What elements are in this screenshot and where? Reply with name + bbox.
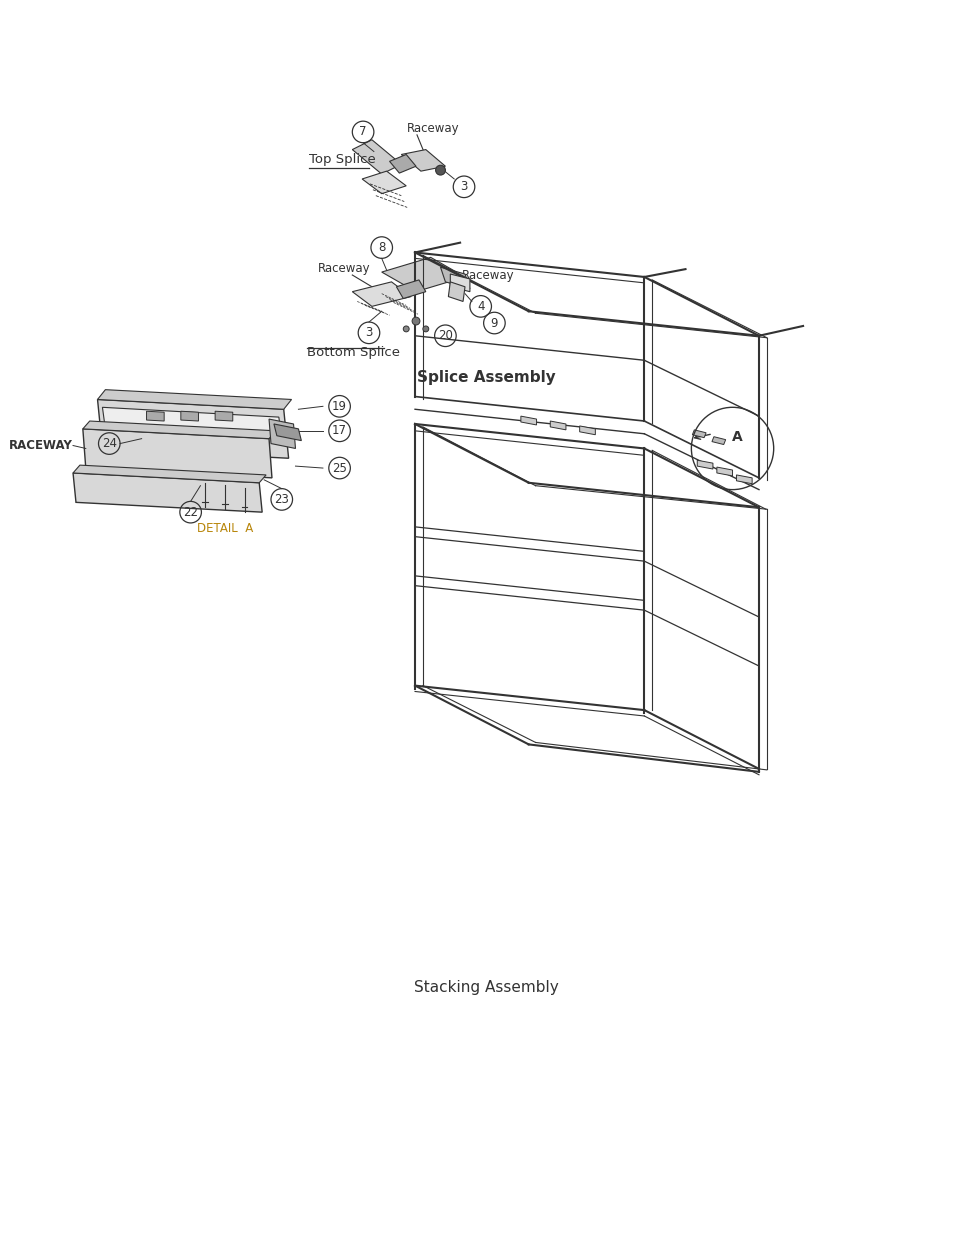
- Polygon shape: [520, 416, 536, 425]
- Text: Stacking Assembly: Stacking Assembly: [414, 979, 558, 994]
- Text: 8: 8: [377, 241, 385, 254]
- Polygon shape: [736, 475, 751, 484]
- Polygon shape: [83, 421, 275, 438]
- Polygon shape: [716, 467, 732, 475]
- Circle shape: [403, 326, 409, 332]
- Polygon shape: [147, 411, 164, 421]
- Polygon shape: [215, 411, 233, 421]
- Polygon shape: [181, 411, 198, 421]
- Text: Raceway: Raceway: [461, 269, 515, 282]
- Polygon shape: [362, 172, 406, 194]
- Polygon shape: [83, 429, 272, 478]
- Polygon shape: [579, 426, 595, 435]
- Text: Splice Assembly: Splice Assembly: [416, 370, 556, 385]
- Text: A: A: [731, 430, 742, 443]
- Polygon shape: [73, 466, 266, 483]
- Polygon shape: [352, 282, 411, 306]
- Text: Raceway: Raceway: [317, 262, 371, 275]
- Text: Top Splice: Top Splice: [309, 153, 375, 167]
- Polygon shape: [97, 399, 289, 458]
- Polygon shape: [401, 149, 445, 172]
- Text: 4: 4: [476, 300, 484, 312]
- Text: DETAIL  A: DETAIL A: [196, 522, 253, 535]
- Polygon shape: [97, 390, 292, 409]
- Polygon shape: [389, 154, 416, 173]
- Text: 17: 17: [332, 425, 347, 437]
- Polygon shape: [352, 140, 401, 174]
- Polygon shape: [450, 274, 470, 291]
- Polygon shape: [711, 437, 725, 445]
- Text: 7: 7: [359, 126, 367, 138]
- Polygon shape: [550, 421, 565, 430]
- Polygon shape: [73, 473, 262, 513]
- Text: 24: 24: [102, 437, 116, 450]
- Text: Raceway: Raceway: [407, 122, 459, 135]
- Polygon shape: [102, 408, 281, 438]
- Text: 9: 9: [490, 316, 497, 330]
- Polygon shape: [396, 280, 425, 299]
- Circle shape: [436, 165, 445, 175]
- Circle shape: [412, 317, 419, 325]
- Text: RACEWAY: RACEWAY: [10, 438, 73, 452]
- Polygon shape: [269, 419, 295, 448]
- Circle shape: [422, 326, 428, 332]
- Polygon shape: [697, 461, 712, 469]
- Text: 25: 25: [332, 462, 347, 474]
- Text: Bottom Splice: Bottom Splice: [307, 346, 400, 358]
- Text: 20: 20: [437, 330, 453, 342]
- Text: 19: 19: [332, 400, 347, 412]
- Text: 22: 22: [183, 505, 198, 519]
- Polygon shape: [440, 267, 470, 289]
- Text: 3: 3: [460, 180, 467, 194]
- Text: 23: 23: [274, 493, 289, 506]
- Polygon shape: [381, 257, 464, 291]
- Polygon shape: [448, 282, 464, 301]
- Polygon shape: [274, 424, 301, 441]
- Text: 3: 3: [365, 326, 373, 340]
- Polygon shape: [692, 430, 705, 437]
